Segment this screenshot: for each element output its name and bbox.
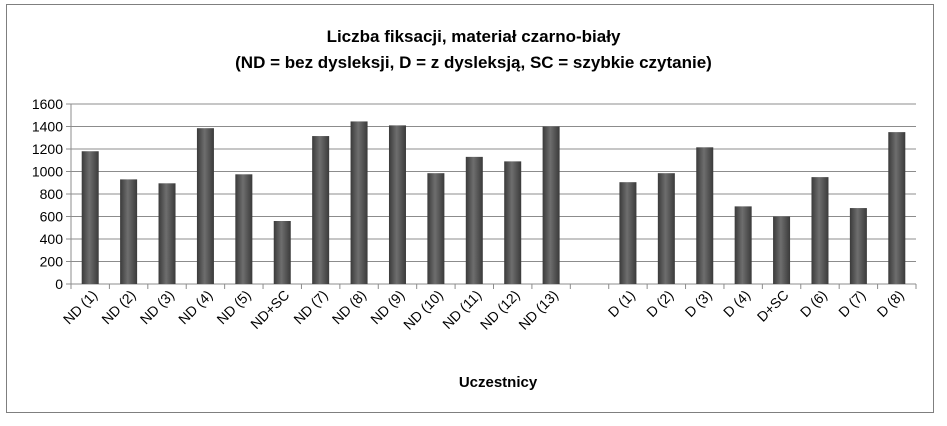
- y-axis: 0 200 400 600 800 1000 1200 1400 1600: [32, 96, 72, 292]
- y-tick-label: 600: [40, 209, 64, 225]
- y-tick-label: 1400: [32, 119, 63, 135]
- bar: [696, 147, 714, 284]
- x-category-label: D (7): [835, 287, 868, 320]
- bar: [312, 136, 330, 284]
- bar: [811, 177, 829, 284]
- x-category-label: ND+SC: [247, 287, 292, 332]
- bar: [235, 174, 253, 284]
- x-category-label: ND (4): [175, 287, 215, 327]
- bar: [888, 132, 906, 284]
- bars: [81, 121, 906, 284]
- bar: [619, 182, 637, 284]
- bar: [504, 161, 522, 284]
- y-tick-label: 800: [40, 186, 64, 202]
- y-tick-label: 400: [40, 231, 64, 247]
- bar: [542, 126, 560, 284]
- x-category-label: ND (1): [60, 287, 100, 327]
- y-tick-label: 200: [40, 254, 64, 270]
- x-axis-label: Uczestnicy: [459, 374, 538, 391]
- x-category-label: ND (8): [329, 287, 369, 327]
- bar: [81, 151, 99, 284]
- x-category-label: D (2): [643, 287, 676, 320]
- bar: [849, 208, 867, 284]
- x-category-label: ND (11): [439, 287, 484, 332]
- x-category-label: D (3): [682, 287, 715, 320]
- bar: [465, 156, 483, 284]
- x-category-label: D (8): [874, 287, 907, 320]
- x-category-label: ND (7): [290, 287, 330, 327]
- y-tick-label: 1000: [32, 164, 63, 180]
- bar: [120, 179, 138, 284]
- bar: [734, 206, 752, 284]
- bar: [273, 221, 291, 284]
- x-category-label: ND (3): [137, 287, 177, 327]
- x-category-label: ND (2): [98, 287, 138, 327]
- x-category-label: D (6): [797, 287, 830, 320]
- bar: [158, 183, 176, 284]
- x-category-label: D (1): [605, 287, 638, 320]
- x-category-label: ND (12): [477, 287, 523, 333]
- x-category-label: ND (13): [515, 287, 561, 333]
- bar: [350, 121, 368, 284]
- bar: [427, 173, 445, 284]
- bar: [388, 125, 406, 284]
- y-tick-label: 0: [55, 276, 63, 292]
- bar: [196, 128, 214, 284]
- x-category-label: D (4): [720, 287, 753, 320]
- x-category-label: D+SC: [754, 287, 792, 325]
- bar: [657, 173, 675, 284]
- chart-title: Liczba fiksacji, materiał czarno-biały: [326, 27, 621, 46]
- y-tick-label: 1200: [32, 141, 63, 157]
- bar: [773, 216, 791, 284]
- y-tick-label: 1600: [32, 96, 63, 112]
- chart-subtitle: (ND = bez dysleksji, D = z dysleksją, SC…: [235, 53, 712, 72]
- x-category-label: ND (10): [400, 287, 446, 333]
